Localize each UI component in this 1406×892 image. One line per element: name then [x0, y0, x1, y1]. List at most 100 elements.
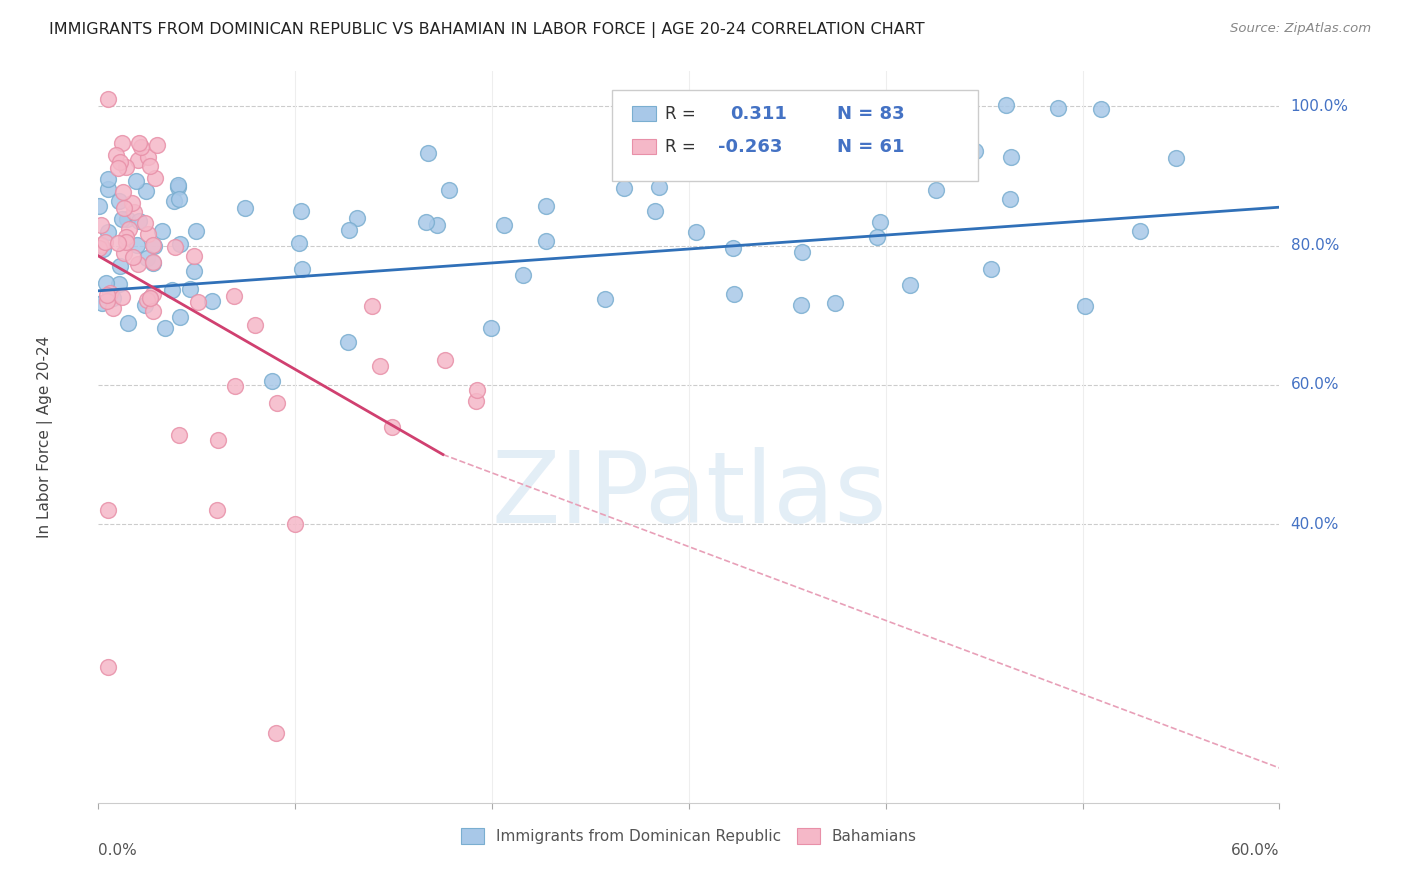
Text: In Labor Force | Age 20-24: In Labor Force | Age 20-24: [38, 336, 53, 538]
Point: [128, 214, 150, 228]
Point: [97, 172, 120, 186]
Point: [613, 181, 636, 195]
Point: [866, 229, 889, 244]
Point: [167, 178, 190, 193]
Point: [90, 238, 112, 252]
Point: [163, 194, 186, 209]
Point: [512, 268, 534, 283]
Point: [128, 257, 150, 271]
Point: [153, 321, 176, 335]
Point: [925, 184, 948, 198]
Point: [143, 239, 166, 253]
Point: [434, 353, 457, 368]
Point: [479, 320, 502, 334]
Point: [418, 146, 440, 161]
Point: [108, 155, 131, 169]
Point: [98, 286, 121, 301]
Point: [869, 215, 891, 229]
Point: [89, 241, 111, 255]
Point: [90, 296, 112, 310]
FancyBboxPatch shape: [633, 106, 655, 121]
Text: 80.0%: 80.0%: [1291, 238, 1339, 253]
Point: [1000, 192, 1022, 206]
Point: [464, 393, 486, 408]
Point: [91, 242, 114, 256]
Point: [245, 318, 267, 332]
Point: [107, 236, 129, 251]
Point: [107, 161, 129, 175]
Point: [1166, 151, 1188, 165]
Point: [205, 503, 228, 517]
Point: [207, 433, 229, 447]
Point: [943, 113, 966, 128]
Point: [142, 256, 165, 270]
Text: 0.0%: 0.0%: [98, 843, 138, 858]
Point: [104, 148, 127, 162]
Point: [117, 316, 139, 330]
Point: [127, 153, 149, 167]
Point: [112, 246, 135, 260]
Point: [415, 215, 437, 229]
Point: [124, 174, 146, 188]
Point: [142, 287, 165, 301]
Point: [142, 255, 165, 269]
Point: [90, 218, 112, 232]
Point: [183, 249, 205, 263]
Point: [129, 140, 152, 154]
Point: [534, 234, 557, 248]
Point: [593, 292, 616, 306]
Text: 40.0%: 40.0%: [1291, 516, 1339, 532]
Point: [167, 192, 190, 206]
Point: [143, 171, 166, 186]
Point: [723, 286, 745, 301]
Point: [115, 212, 138, 227]
Point: [224, 379, 246, 393]
Text: N = 83: N = 83: [837, 104, 904, 123]
Point: [101, 291, 124, 305]
Point: [790, 298, 813, 312]
FancyBboxPatch shape: [633, 139, 655, 154]
Point: [201, 293, 224, 308]
Point: [112, 186, 135, 200]
Point: [96, 293, 118, 308]
Point: [112, 201, 135, 215]
Point: [114, 230, 136, 244]
Text: IMMIGRANTS FROM DOMINICAN REPUBLIC VS BAHAMIAN IN LABOR FORCE | AGE 20-24 CORREL: IMMIGRANTS FROM DOMINICAN REPUBLIC VS BA…: [49, 22, 925, 38]
Point: [494, 218, 516, 232]
Point: [224, 289, 246, 303]
Point: [142, 304, 165, 318]
Point: [160, 284, 183, 298]
FancyBboxPatch shape: [612, 90, 979, 181]
Point: [136, 150, 159, 164]
Point: [685, 225, 707, 239]
Point: [1074, 299, 1097, 313]
Text: N = 61: N = 61: [837, 137, 904, 156]
Point: [139, 291, 162, 305]
Point: [824, 295, 846, 310]
Point: [96, 288, 118, 302]
Point: [94, 276, 117, 290]
Point: [97, 225, 120, 239]
Point: [139, 159, 162, 173]
Point: [135, 185, 157, 199]
Point: [169, 310, 191, 324]
Text: 100.0%: 100.0%: [1291, 99, 1348, 113]
Text: 60.0%: 60.0%: [1232, 843, 1279, 858]
Point: [97, 182, 120, 196]
Point: [117, 222, 139, 236]
Point: [97, 660, 120, 674]
Point: [381, 419, 404, 434]
Point: [360, 299, 382, 313]
Point: [135, 293, 157, 307]
Point: [336, 334, 359, 349]
Text: -0.263: -0.263: [718, 137, 783, 156]
Point: [648, 180, 671, 194]
Point: [134, 297, 156, 311]
Point: [465, 383, 488, 397]
Text: R =: R =: [665, 137, 696, 156]
Point: [142, 238, 165, 252]
Point: [918, 136, 941, 151]
Point: [124, 205, 146, 219]
Point: [183, 264, 205, 278]
Point: [290, 203, 312, 218]
